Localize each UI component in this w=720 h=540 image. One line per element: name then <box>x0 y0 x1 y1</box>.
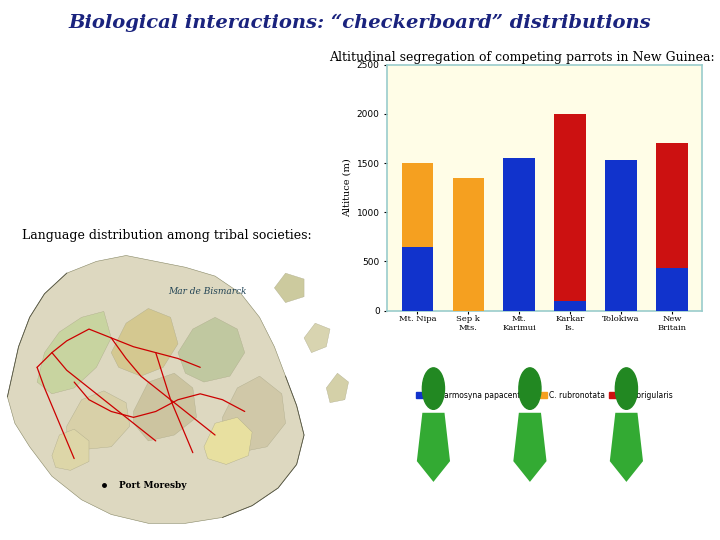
Bar <box>402 247 433 310</box>
Text: Altitudinal segregation of competing parrots in New Guinea:: Altitudinal segregation of competing par… <box>329 51 715 64</box>
Legend: C. charmosyna papacent alis, C. rubronotata, C. rubrigularis: C. charmosyna papacent alis, C. rubronot… <box>413 388 676 403</box>
Bar <box>453 178 484 310</box>
Bar <box>606 160 636 310</box>
Polygon shape <box>274 273 304 302</box>
Polygon shape <box>67 391 130 450</box>
Text: Language distribution among tribal societies:: Language distribution among tribal socie… <box>22 230 311 242</box>
Polygon shape <box>7 255 304 523</box>
Polygon shape <box>133 373 197 441</box>
Text: Port Moresby: Port Moresby <box>119 481 186 490</box>
Circle shape <box>423 368 444 409</box>
Bar <box>656 144 688 268</box>
Polygon shape <box>513 413 546 482</box>
Polygon shape <box>52 429 89 470</box>
Polygon shape <box>304 323 330 353</box>
Bar <box>656 268 688 310</box>
Bar <box>402 163 433 247</box>
Text: Biological interactions: “checkerboard” distributions: Biological interactions: “checkerboard” … <box>68 14 652 32</box>
Y-axis label: Altituce (m): Altituce (m) <box>342 158 351 217</box>
Polygon shape <box>112 308 178 376</box>
Polygon shape <box>37 312 112 394</box>
Polygon shape <box>178 318 245 382</box>
Bar <box>554 301 586 310</box>
Circle shape <box>519 368 541 409</box>
Circle shape <box>616 368 637 409</box>
Polygon shape <box>417 413 450 482</box>
Bar <box>503 158 535 310</box>
Polygon shape <box>610 413 643 482</box>
Bar <box>554 114 586 301</box>
Text: Mar de Bismarck: Mar de Bismarck <box>168 287 247 296</box>
Polygon shape <box>326 373 348 403</box>
Polygon shape <box>222 376 286 453</box>
Polygon shape <box>204 417 252 464</box>
